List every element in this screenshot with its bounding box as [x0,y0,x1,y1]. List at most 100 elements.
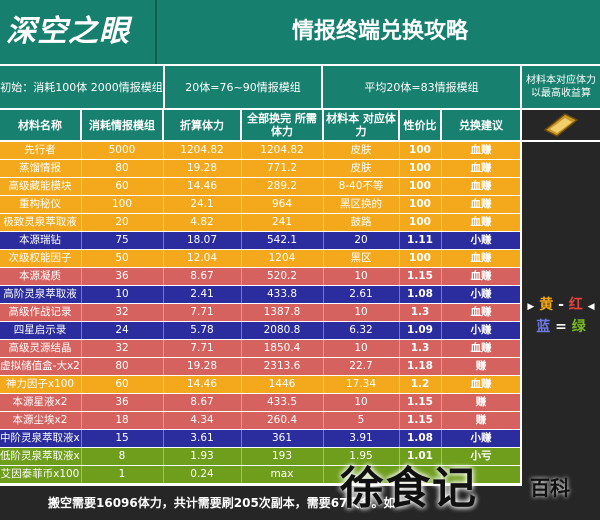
cell-divider [441,196,442,213]
cell-total: 1204.82 [260,144,304,156]
cell-divider [399,376,400,393]
cell-ratio: 1.01 [407,450,433,462]
cell-ratio: 100 [409,180,431,192]
cell-total: 193 [271,450,293,462]
cell-divider [163,250,164,267]
cell-total: 1446 [268,378,296,390]
cell-divider [241,340,242,357]
cell-name: 本源尘埃x2 [12,414,68,426]
subheader-rate-a: 20体=76~90情报模组 [165,66,321,108]
cell-material: 10 [354,342,368,354]
watermark-sub: 百科 [530,476,570,500]
cell-stamina: 4.82 [190,216,214,228]
cell-ratio: 100 [409,252,431,264]
cell-divider [81,412,82,429]
cell-divider [441,268,442,285]
cell-divider [399,268,400,285]
cell-divider [163,430,164,447]
cell-divider [399,304,400,321]
legend-eq: = [555,319,567,335]
cell-divider [323,394,324,411]
cell-material: 鼓路 [350,216,372,228]
cell-divider [323,160,324,177]
cell-divider [81,304,82,321]
cell-material: 10 [354,306,368,318]
cell-divider [163,340,164,357]
cell-stamina: 18.07 [186,234,218,246]
watermark: 徐食记 百科 [330,452,600,520]
cell-divider [163,196,164,213]
cell-cost: 10 [115,288,129,300]
header-bar: 深空之眼 情报终端兑换攻略 [0,0,600,64]
col-header-cost: 消耗情报模组 [82,110,162,140]
cell-divider [241,196,242,213]
cell-total: 2080.8 [263,324,301,336]
cell-divider [323,376,324,393]
legend-row-top: ▶ 黄 - 红 ◀ [522,294,600,314]
cell-name: 低阶灵泉萃取液x3 [0,450,80,462]
cell-divider [81,250,82,267]
cell-advice: 小赚 [470,288,492,300]
game-logo: 深空之眼 [6,14,130,49]
cell-cost: 8 [118,450,126,462]
cell-divider [323,466,324,483]
table-row: 本源尘埃x2 18 4.34 260.4 5 1.15 赚 [0,412,520,429]
table-row: 重构秘仪 100 24.1 964 黑区换的 100 血赚 [0,196,520,213]
cell-total: 520.2 [266,270,298,282]
footer-bar: 搬空需要16096体力，共计需要刷205次副本，需要67天多。如 [0,486,600,520]
cell-divider [441,160,442,177]
cell-advice: 赚 [475,414,487,426]
cell-divider [81,178,82,195]
table-row: 四星启示录 24 5.78 2080.8 6.32 1.09 小赚 [0,322,520,339]
cell-divider [441,394,442,411]
legend-arrow-left: ▶ [527,302,535,312]
cell-advice: 血赚 [470,180,492,192]
cell-divider [323,286,324,303]
cell-total: 1204 [268,252,296,264]
cell-divider [241,466,242,483]
cell-divider [441,466,442,483]
cell-divider [163,322,164,339]
cell-ratio: 1.15 [407,270,433,282]
cell-divider [323,358,324,375]
col-header-name: 材料名称 [0,110,80,140]
cell-ratio: 1.15 [407,396,433,408]
cell-stamina: 14.46 [186,378,218,390]
cell-ratio: 1.3 [410,342,430,354]
cell-ratio: 1.09 [407,324,433,336]
cell-ratio: 1.08 [407,288,433,300]
cell-ratio: 1.2 [410,378,430,390]
cell-material: 皮肤 [350,162,372,174]
cell-divider [81,358,82,375]
cell-divider [441,448,442,465]
cell-stamina: 0.24 [190,468,214,480]
cell-divider [81,376,82,393]
cell-divider [399,160,400,177]
cell-divider [163,142,164,159]
footer-text: 搬空需要16096体力，共计需要刷205次副本，需要67天多。如 [48,496,396,510]
cell-ratio: 1.11 [407,234,433,246]
cell-divider [81,142,82,159]
cell-divider [441,178,442,195]
cell-divider [399,250,400,267]
cell-divider [81,448,82,465]
cell-divider [399,340,400,357]
cell-stamina: 24.1 [190,198,214,210]
cell-name: 本源凝质 [19,270,61,282]
cell-divider [163,286,164,303]
cell-divider [241,448,242,465]
cell-divider [441,430,442,447]
cell-divider [323,412,324,429]
cell-divider [81,268,82,285]
cell-advice: 血赚 [470,306,492,318]
legend-arrow-right: ◀ [587,302,595,312]
legend-blue: 蓝 [536,319,551,335]
col-header-material: 材料本 对应体力 [324,110,398,140]
cell-divider [399,142,400,159]
cell-divider [441,286,442,303]
cell-divider [241,214,242,231]
col-header-total: 全部换完 所需体力 [242,110,322,140]
table-row: 虚拟储值盒-大x2 80 19.28 2313.6 22.7 1.18 赚 [0,358,520,375]
table-row: 蒸馏情报 80 19.28 771.2 皮肤 100 血赚 [0,160,520,177]
cell-advice: 小赚 [470,234,492,246]
